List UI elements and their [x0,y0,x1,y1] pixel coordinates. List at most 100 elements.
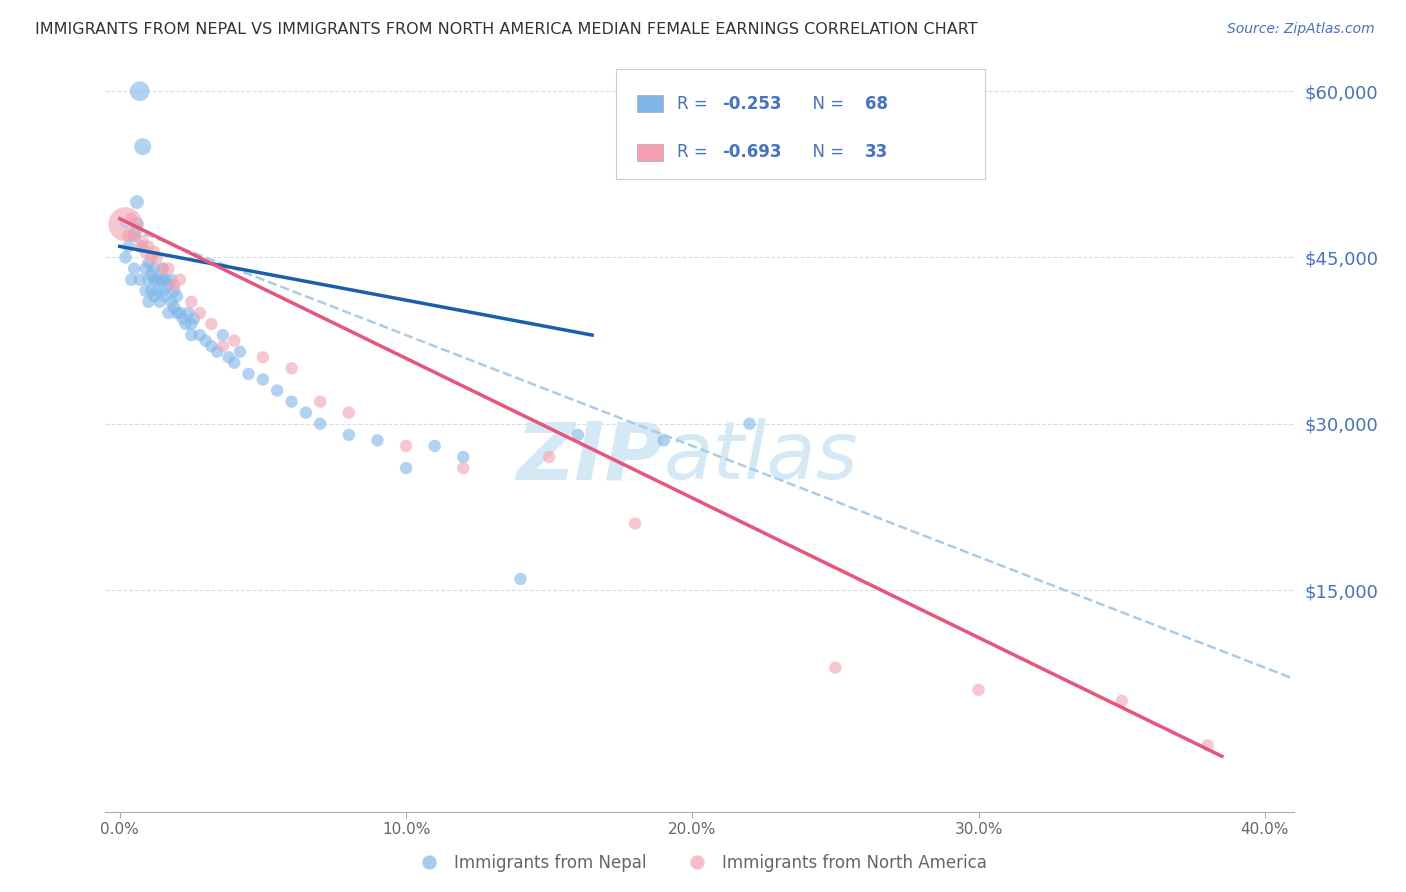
Point [114,217,136,231]
Point [128,239,150,253]
Point [211,339,233,353]
Point [211,328,233,343]
Point [194,334,217,348]
Point [155,273,177,287]
Point [172,311,194,326]
Point [824,660,846,674]
Point [143,244,166,259]
Point [224,356,246,370]
Point [238,367,260,381]
Point [152,284,174,298]
Point [509,572,531,586]
Text: N =: N = [801,95,849,112]
Point [131,139,153,153]
Bar [637,95,662,112]
Point [174,317,197,331]
Point [163,301,186,315]
Text: 68: 68 [865,95,887,112]
Text: IMMIGRANTS FROM NEPAL VS IMMIGRANTS FROM NORTH AMERICA MEDIAN FEMALE EARNINGS CO: IMMIGRANTS FROM NEPAL VS IMMIGRANTS FROM… [35,22,977,37]
Point [141,267,163,281]
Bar [637,145,662,161]
Text: 33: 33 [865,144,887,161]
Point [157,306,180,320]
Text: R =: R = [676,144,713,161]
Point [135,244,157,259]
Text: R =: R = [676,95,713,112]
Point [453,461,475,475]
Point [152,261,174,276]
Point [567,428,589,442]
Point [280,394,302,409]
Point [967,682,990,697]
Point [180,317,202,331]
Point [453,450,475,464]
Point [131,239,153,253]
Point [143,261,166,276]
Text: -0.693: -0.693 [723,144,782,161]
Point [152,273,174,287]
Point [122,228,145,243]
Point [125,217,148,231]
Point [169,306,191,320]
Point [188,328,211,343]
Point [117,228,139,243]
Point [138,273,160,287]
Point [138,294,160,309]
Point [149,294,172,309]
Point [218,351,240,365]
Point [157,278,180,293]
Point [163,284,186,298]
Point [128,273,150,287]
Point [135,261,157,276]
Point [117,239,139,253]
Point [143,289,166,303]
Point [160,273,183,287]
Point [366,434,388,448]
Point [146,273,169,287]
Point [1111,694,1133,708]
Point [423,439,446,453]
Point [200,317,222,331]
Point [125,223,148,237]
Point [141,284,163,298]
Point [141,251,163,265]
Point [169,273,191,287]
Point [152,261,174,276]
Point [295,406,318,420]
Point [337,428,360,442]
Point [337,406,360,420]
Point [138,256,160,270]
FancyBboxPatch shape [616,70,984,178]
Point [309,417,332,431]
Point [131,234,153,248]
Point [128,84,150,98]
Point [143,273,166,287]
Point [146,251,169,265]
Text: ZIP: ZIP [516,418,664,497]
Point [135,284,157,298]
Point [624,516,647,531]
Point [280,361,302,376]
Point [122,261,145,276]
Point [157,261,180,276]
Text: atlas: atlas [664,418,859,497]
Point [155,289,177,303]
Point [149,273,172,287]
Point [200,339,222,353]
Legend: Immigrants from Nepal, Immigrants from North America: Immigrants from Nepal, Immigrants from N… [406,847,993,879]
Point [229,344,252,359]
Point [120,273,142,287]
Point [395,461,418,475]
Point [180,294,202,309]
Point [252,372,274,386]
Point [183,311,205,326]
Point [166,289,188,303]
Text: Source: ZipAtlas.com: Source: ZipAtlas.com [1227,22,1375,37]
Point [160,294,183,309]
Point [266,384,288,398]
Point [180,328,202,343]
Point [252,351,274,365]
Point [738,417,761,431]
Point [188,306,211,320]
Point [146,284,169,298]
